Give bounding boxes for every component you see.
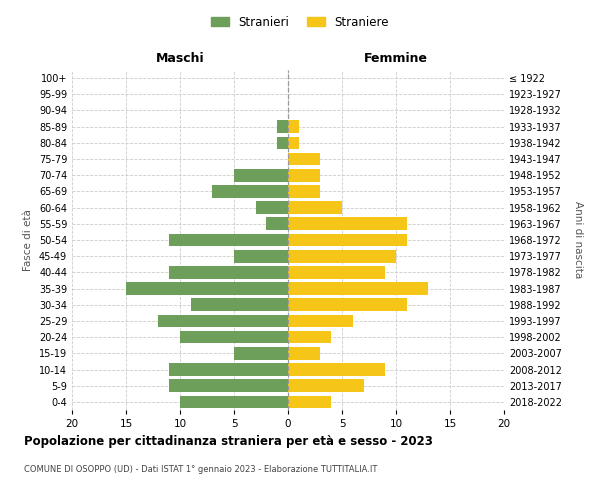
Bar <box>288 234 407 246</box>
Bar <box>288 136 299 149</box>
Legend: Stranieri, Straniere: Stranieri, Straniere <box>206 11 394 34</box>
Bar <box>288 152 320 166</box>
Bar <box>234 347 288 360</box>
Bar <box>169 234 288 246</box>
Text: Femmine: Femmine <box>364 52 428 65</box>
Bar <box>277 136 288 149</box>
Bar <box>288 331 331 344</box>
Y-axis label: Anni di nascita: Anni di nascita <box>573 202 583 278</box>
Bar <box>288 185 320 198</box>
Text: COMUNE DI OSOPPO (UD) - Dati ISTAT 1° gennaio 2023 - Elaborazione TUTTITALIA.IT: COMUNE DI OSOPPO (UD) - Dati ISTAT 1° ge… <box>24 465 377 474</box>
Bar <box>234 169 288 181</box>
Bar <box>288 298 407 311</box>
Text: Maschi: Maschi <box>155 52 205 65</box>
Bar <box>288 396 331 408</box>
Bar <box>288 266 385 278</box>
Bar <box>126 282 288 295</box>
Bar <box>288 202 342 214</box>
Text: Popolazione per cittadinanza straniera per età e sesso - 2023: Popolazione per cittadinanza straniera p… <box>24 435 433 448</box>
Bar <box>288 218 407 230</box>
Bar <box>288 314 353 328</box>
Bar <box>169 363 288 376</box>
Bar <box>266 218 288 230</box>
Bar <box>288 250 396 262</box>
Bar <box>288 363 385 376</box>
Y-axis label: Fasce di età: Fasce di età <box>23 209 33 271</box>
Bar <box>288 169 320 181</box>
Bar <box>277 120 288 133</box>
Bar <box>288 380 364 392</box>
Bar <box>288 282 428 295</box>
Bar <box>169 380 288 392</box>
Bar <box>180 331 288 344</box>
Bar <box>169 266 288 278</box>
Bar <box>288 347 320 360</box>
Bar <box>212 185 288 198</box>
Bar <box>191 298 288 311</box>
Bar <box>180 396 288 408</box>
Bar <box>158 314 288 328</box>
Bar <box>234 250 288 262</box>
Bar <box>288 120 299 133</box>
Bar <box>256 202 288 214</box>
